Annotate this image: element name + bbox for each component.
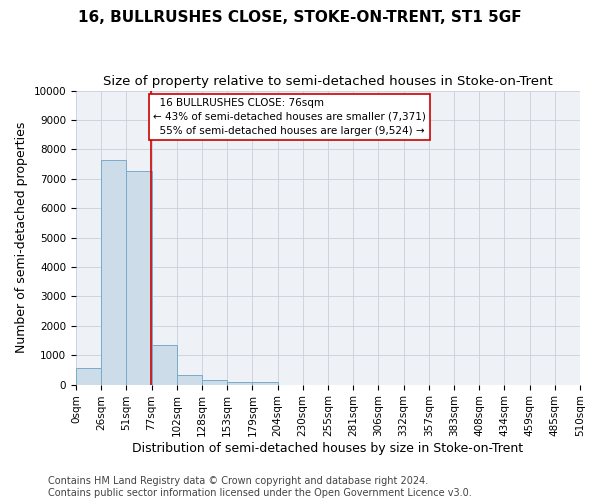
Title: Size of property relative to semi-detached houses in Stoke-on-Trent: Size of property relative to semi-detach… xyxy=(103,75,553,88)
Text: Contains HM Land Registry data © Crown copyright and database right 2024.
Contai: Contains HM Land Registry data © Crown c… xyxy=(48,476,472,498)
Bar xyxy=(76,368,101,384)
Bar xyxy=(177,376,202,384)
Bar xyxy=(227,382,253,384)
Text: 16 BULLRUSHES CLOSE: 76sqm
← 43% of semi-detached houses are smaller (7,371)
  5: 16 BULLRUSHES CLOSE: 76sqm ← 43% of semi… xyxy=(153,98,426,136)
Text: 16, BULLRUSHES CLOSE, STOKE-ON-TRENT, ST1 5GF: 16, BULLRUSHES CLOSE, STOKE-ON-TRENT, ST… xyxy=(78,10,522,25)
X-axis label: Distribution of semi-detached houses by size in Stoke-on-Trent: Distribution of semi-detached houses by … xyxy=(133,442,524,455)
Bar xyxy=(202,380,227,384)
Bar xyxy=(101,160,127,384)
Y-axis label: Number of semi-detached properties: Number of semi-detached properties xyxy=(15,122,28,354)
Bar xyxy=(253,382,278,384)
Bar xyxy=(152,345,177,385)
Bar xyxy=(127,172,152,384)
